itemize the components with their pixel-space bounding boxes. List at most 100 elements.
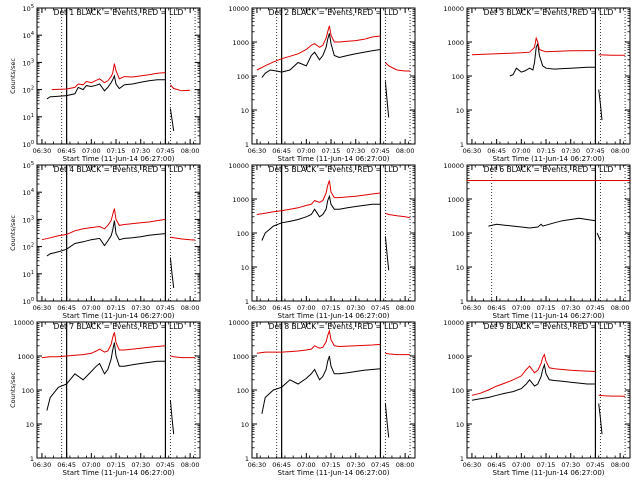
y-tick-label: 100 (452, 73, 464, 81)
x-tick-label: 07:30 (561, 461, 580, 469)
detector-panel: 1 10 100 1000 10000 06:30 06:45 07:00 07:15 07:30… (228, 5, 416, 163)
y-tick-label: 103 (23, 58, 34, 67)
x-tick-label: 07:15 (107, 147, 126, 155)
x-axis-label: Start Time (11-Jun-14 06:27:00) (63, 155, 175, 163)
x-tick-label: 07:00 (82, 461, 101, 469)
detector-panel: 1 10 100 1000 10000 06:30 06:45 07:00 07:15 07:30… (228, 162, 416, 320)
x-tick-label: 06:45 (487, 147, 506, 155)
plot-frame (36, 321, 201, 459)
x-tick-label: 07:00 (512, 304, 531, 312)
panel-title: Det 1 BLACK = Events, RED = LLD (54, 8, 184, 17)
y-tick-label: 10 (241, 421, 249, 429)
x-tick-label: 06:45 (57, 147, 76, 155)
y-tick-label: 100 (23, 297, 34, 306)
x-axis-label: Start Time (11-Jun-14 06:27:00) (63, 469, 175, 477)
x-tick-label: 08:00 (396, 461, 415, 469)
panel-title: Det 5 BLACK = Events, RED = LLD (269, 165, 399, 174)
y-tick-label: 1 (460, 455, 464, 463)
event-rate-line (261, 194, 381, 241)
y-tick-label: 1 (460, 141, 464, 149)
lld-rate-line (170, 355, 196, 359)
detector-panel: 1 10 100 1000 10000 06:30 06:45 07:00 07:15 07:30… (9, 319, 201, 477)
x-tick-label: 07:15 (322, 461, 341, 469)
lld-rate-line (51, 63, 166, 91)
y-tick-label: 102 (23, 243, 34, 252)
x-tick-label: 07:45 (156, 461, 175, 469)
detector-panel: 1 10 100 1000 10000 06:30 06:45 07:00 07:15 07:30… (443, 5, 631, 163)
event-rate-line (384, 403, 390, 438)
y-tick-label: 101 (23, 270, 34, 279)
y-tick-label: 1000 (447, 353, 464, 361)
x-tick-label: 08:00 (396, 304, 415, 312)
y-tick-label: 100 (237, 73, 249, 81)
x-tick-label: 06:30 (248, 147, 267, 155)
x-tick-label: 07:30 (561, 147, 580, 155)
y-tick-label: 100 (22, 387, 34, 395)
y-tick-label: 10000 (228, 319, 249, 327)
panel-title: Det 3 BLACK = Events, RED = LLD (484, 8, 614, 17)
x-axis-label: Start Time (11-Jun-14 06:27:00) (493, 312, 605, 320)
y-tick-label: 10 (456, 264, 464, 272)
plot-frame (466, 321, 631, 459)
lld-rate-line (256, 328, 381, 354)
x-tick-label: 07:15 (537, 461, 556, 469)
y-tick-label: 1000 (447, 196, 464, 204)
y-tick-label: 100 (452, 387, 464, 395)
y-tick-label: 10 (456, 107, 464, 115)
y-tick-label: 10000 (443, 162, 464, 170)
x-tick-label: 07:15 (537, 147, 556, 155)
y-tick-label: 1000 (447, 39, 464, 47)
x-tick-label: 08:00 (181, 304, 200, 312)
x-tick-label: 07:45 (156, 147, 175, 155)
y-tick-label: 1 (460, 298, 464, 306)
lld-rate-line (256, 180, 381, 215)
x-tick-label: 07:00 (512, 461, 531, 469)
event-rate-line (598, 89, 603, 121)
x-tick-label: 06:45 (487, 304, 506, 312)
x-tick-label: 07:30 (561, 304, 580, 312)
lld-rate-line (170, 84, 191, 92)
x-axis-label: Start Time (11-Jun-14 06:27:00) (278, 312, 390, 320)
plot-frame (466, 7, 631, 145)
detector-panel: 100 101 102 103 104 105 06:30 06:45 07:00 07:15 07… (9, 161, 201, 320)
lld-rate-line (41, 332, 166, 359)
y-tick-label: 103 (23, 215, 34, 224)
x-tick-label: 07:00 (297, 147, 316, 155)
x-tick-label: 07:15 (537, 304, 556, 312)
x-tick-label: 07:30 (131, 304, 150, 312)
x-tick-label: 07:45 (371, 147, 390, 155)
x-tick-label: 06:45 (57, 461, 76, 469)
event-rate-line (471, 362, 596, 401)
x-tick-label: 07:45 (371, 461, 390, 469)
y-axis-label: Counts/sec (9, 372, 17, 408)
lld-rate-line (471, 36, 596, 56)
y-tick-label: 102 (23, 86, 34, 95)
detector-panel: 1 10 100 1000 10000 06:30 06:45 07:00 07:15 07:30… (228, 319, 416, 477)
x-tick-label: 06:30 (33, 461, 52, 469)
y-tick-label: 100 (452, 230, 464, 238)
x-tick-label: 08:00 (181, 461, 200, 469)
event-rate-line (509, 41, 596, 77)
plot-frame (251, 321, 416, 459)
event-rate-line (169, 257, 175, 289)
x-tick-label: 06:30 (248, 304, 267, 312)
y-tick-label: 105 (23, 4, 34, 13)
x-tick-label: 07:00 (297, 304, 316, 312)
y-tick-label: 100 (237, 387, 249, 395)
x-tick-label: 07:45 (156, 304, 175, 312)
x-axis-label: Start Time (11-Jun-14 06:27:00) (493, 155, 605, 163)
y-tick-label: 1000 (232, 353, 249, 361)
y-tick-label: 1000 (17, 353, 34, 361)
x-tick-label: 07:00 (82, 147, 101, 155)
y-tick-label: 1 (245, 298, 249, 306)
y-tick-label: 10000 (13, 319, 34, 327)
x-tick-label: 07:00 (82, 304, 101, 312)
x-tick-label: 06:45 (272, 461, 291, 469)
x-tick-label: 06:45 (272, 304, 291, 312)
x-tick-label: 06:45 (57, 304, 76, 312)
y-tick-label: 10000 (443, 319, 464, 327)
x-tick-label: 06:30 (248, 461, 267, 469)
x-tick-label: 06:30 (33, 304, 52, 312)
x-tick-label: 06:45 (487, 461, 506, 469)
x-tick-label: 08:00 (396, 147, 415, 155)
